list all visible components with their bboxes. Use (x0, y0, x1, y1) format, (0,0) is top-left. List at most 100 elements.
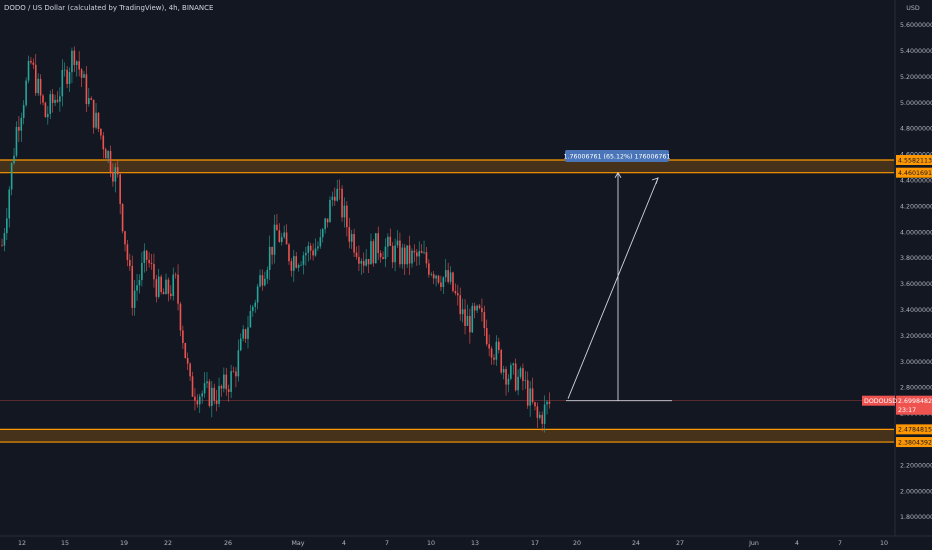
price-tick-label: 3.80000000 (900, 255, 932, 262)
candle-body (1, 245, 3, 246)
time-tick-label: 17 (531, 540, 539, 547)
candle-body (423, 252, 425, 253)
candle-body (377, 233, 380, 254)
candle-body (408, 245, 411, 264)
candle-body (305, 252, 307, 256)
candle-body (44, 102, 47, 118)
candle-body (247, 327, 249, 339)
price-tick-label: 1.80000000 (900, 514, 932, 521)
support-zone (0, 429, 894, 443)
candle-body (261, 275, 264, 286)
candle-body (338, 188, 341, 190)
price-tick-label: 5.60000000 (900, 22, 932, 29)
candle-body (191, 376, 194, 397)
candle-body (365, 258, 367, 266)
time-tick-label: 10 (880, 540, 888, 547)
candle-body (198, 396, 201, 405)
candle-body (165, 279, 167, 295)
candle-body (83, 74, 85, 78)
candle-body (3, 233, 6, 246)
candle-body (220, 385, 223, 389)
price-tick-label: 2.00000000 (900, 488, 932, 495)
candle-body (387, 236, 389, 247)
time-tick-label: 24 (632, 540, 640, 547)
candle-body (469, 316, 471, 333)
candle-body (478, 305, 481, 308)
price-tick-label: 3.20000000 (900, 333, 932, 340)
candle-body (396, 240, 399, 246)
candle-body (362, 261, 365, 266)
candle-body (186, 358, 189, 364)
candle-body (372, 241, 375, 264)
zone-bottom-lower-tag-label: 2.38043924 (898, 439, 932, 446)
candle-body (259, 275, 261, 287)
candle-body (92, 99, 95, 128)
candle-body (244, 329, 247, 339)
candle-body (239, 338, 242, 351)
time-tick-label: May (291, 540, 304, 547)
candles (1, 46, 551, 433)
candle-body (97, 112, 100, 129)
candle-body (375, 233, 377, 264)
candle-body (56, 99, 59, 102)
currency-label: USD (906, 5, 920, 12)
symbol-tag (862, 395, 895, 406)
candle-body (95, 112, 97, 128)
candle-body (223, 374, 225, 389)
countdown-label: 23:17 (898, 407, 916, 414)
candle-body (307, 245, 310, 253)
candle-body (543, 404, 546, 424)
candle-body (162, 292, 165, 295)
candle-body (73, 50, 76, 66)
candle-body (237, 350, 240, 377)
candle-body (435, 275, 437, 279)
price-tick-label: 5.40000000 (900, 48, 932, 55)
candle-body (218, 385, 220, 404)
candle-body (104, 149, 107, 159)
candle-body (300, 264, 302, 266)
candle-body (471, 305, 474, 333)
candle-body (68, 72, 71, 84)
candle-body (531, 388, 534, 403)
time-tick-label: 7 (838, 540, 842, 547)
candle-body (481, 307, 483, 313)
candle-body (18, 126, 20, 131)
candle-body (80, 69, 83, 78)
candle-body (483, 312, 486, 329)
candle-body (379, 253, 382, 258)
candle-body (534, 402, 536, 407)
zone-bottom-upper-tag (896, 424, 932, 435)
candle-body (174, 274, 177, 276)
candle-body (27, 60, 30, 81)
price-tick-label: 2.80000000 (900, 385, 932, 392)
time-tick-label: 4 (795, 540, 799, 547)
candle-body (276, 224, 278, 231)
candle-body (13, 155, 15, 164)
time-tick-label: 12 (18, 540, 26, 547)
candle-body (131, 266, 134, 308)
candle-body (42, 95, 44, 103)
candle-body (49, 94, 52, 114)
candle-body (184, 343, 187, 359)
candle-body (452, 272, 454, 292)
candle-body (454, 291, 457, 294)
candle-body (524, 380, 527, 381)
candle-body (172, 274, 175, 297)
candle-body (285, 232, 288, 245)
candle-body (510, 365, 512, 379)
candle-body (88, 98, 90, 104)
price-tick-label: 4.80000000 (900, 126, 932, 133)
candle-body (37, 78, 39, 94)
time-tick-label: 4 (342, 540, 346, 547)
candle-body (430, 274, 433, 275)
candle-body (39, 78, 42, 96)
candle-body (34, 64, 37, 94)
candle-body (54, 99, 56, 103)
candle-body (428, 263, 430, 275)
candle-body (63, 69, 66, 71)
candle-body (437, 275, 440, 283)
candle-body (141, 262, 143, 281)
candle-body (256, 286, 259, 303)
candle-body (495, 341, 498, 360)
